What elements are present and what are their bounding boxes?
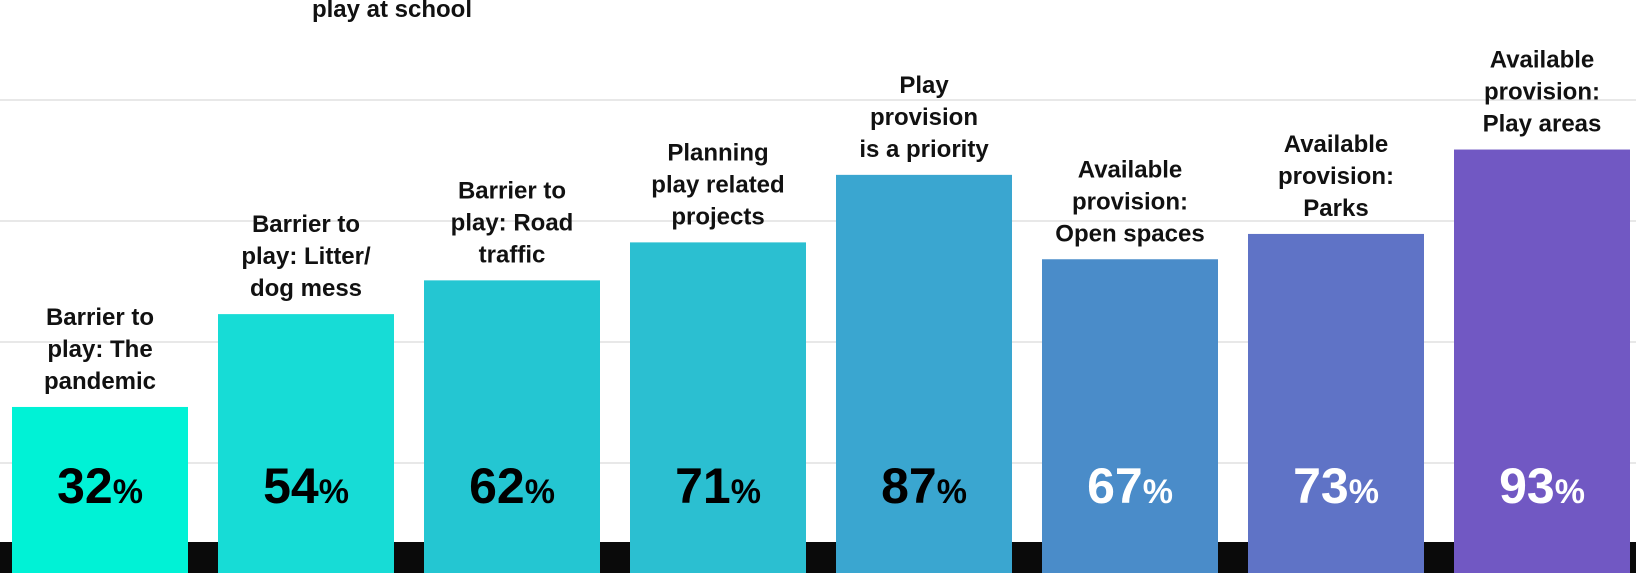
category-label-line: Barrier to [458,177,566,204]
bar [12,406,188,573]
category-label-line: Planning [667,139,768,166]
bar [1248,233,1424,573]
value-number: 87 [881,458,937,514]
category-labels: Barrier to play: The pandemic Barrier to pla… [44,47,1601,395]
category-label-line: Available [1284,131,1389,158]
value-label: 93% [1499,458,1585,514]
category-label-line: Barrier to [252,211,360,238]
value-suffix: % [937,473,967,511]
category-label-line: dog mess [250,275,362,302]
category-label-line: Play areas [1483,111,1602,138]
category-label-line: provision: [1072,188,1188,215]
value-label: 54% [263,458,349,514]
value-label: 73% [1293,458,1379,514]
category-label: Available provision: Open spaces [1055,156,1204,247]
value-suffix: % [1555,473,1585,511]
bar [836,174,1012,573]
category-label: Barrier to play: Litter/dog mess [241,211,371,302]
category-label-line: play: Road [451,209,574,236]
category-label: Barrier to play: Road traffic [451,177,574,268]
value-number: 62 [469,458,525,514]
value-number: 71 [675,458,731,514]
bar [630,242,806,573]
category-label: Barrier to play: The pandemic [44,304,156,395]
value-label: 32% [57,458,143,514]
category-label-line: Available [1078,156,1183,183]
category-label-line: provision [870,104,978,131]
value-suffix: % [1349,473,1379,511]
bar [1454,149,1630,573]
value-suffix: % [113,473,143,511]
value-suffix: % [525,473,555,511]
category-label-line: provision: [1484,79,1600,106]
value-suffix: % [319,473,349,511]
category-label-line: play: Litter/ [241,243,371,270]
category-label-line: play: The [47,336,152,363]
category-label-line: pandemic [44,368,156,395]
value-number: 93 [1499,458,1555,514]
clipped-category-label: play at school [312,0,472,23]
category-label-line: traffic [479,241,546,268]
value-number: 54 [263,458,319,514]
category-label-line: Open spaces [1055,220,1204,247]
category-label-line: Available [1490,47,1595,74]
category-label-line: projects [671,203,764,230]
category-label-line: Parks [1303,195,1368,222]
category-label: Play provision is a priority [859,72,989,163]
value-number: 67 [1087,458,1143,514]
bars [12,149,1630,573]
category-label-line: Play [899,72,949,99]
value-label: 71% [675,458,761,514]
bar [218,314,394,573]
category-label-line: Barrier to [46,304,154,331]
value-label: 62% [469,458,555,514]
category-label: Available provision: Parks [1278,131,1394,222]
category-label-line: play related [651,171,784,198]
value-label: 87% [881,458,967,514]
category-label-line: is a priority [859,136,989,163]
category-label-line: provision: [1278,163,1394,190]
value-suffix: % [1143,473,1173,511]
value-labels: 32% 54% 62% 71% 87% 67% 73% 93% [57,458,1585,514]
category-label: Planning play related projects [651,139,784,230]
value-suffix: % [731,473,761,511]
category-label: Available provision: Play areas [1483,47,1602,138]
value-number: 73 [1293,458,1349,514]
value-label: 67% [1087,458,1173,514]
value-number: 32 [57,458,113,514]
bar [424,280,600,573]
bar [1042,259,1218,573]
